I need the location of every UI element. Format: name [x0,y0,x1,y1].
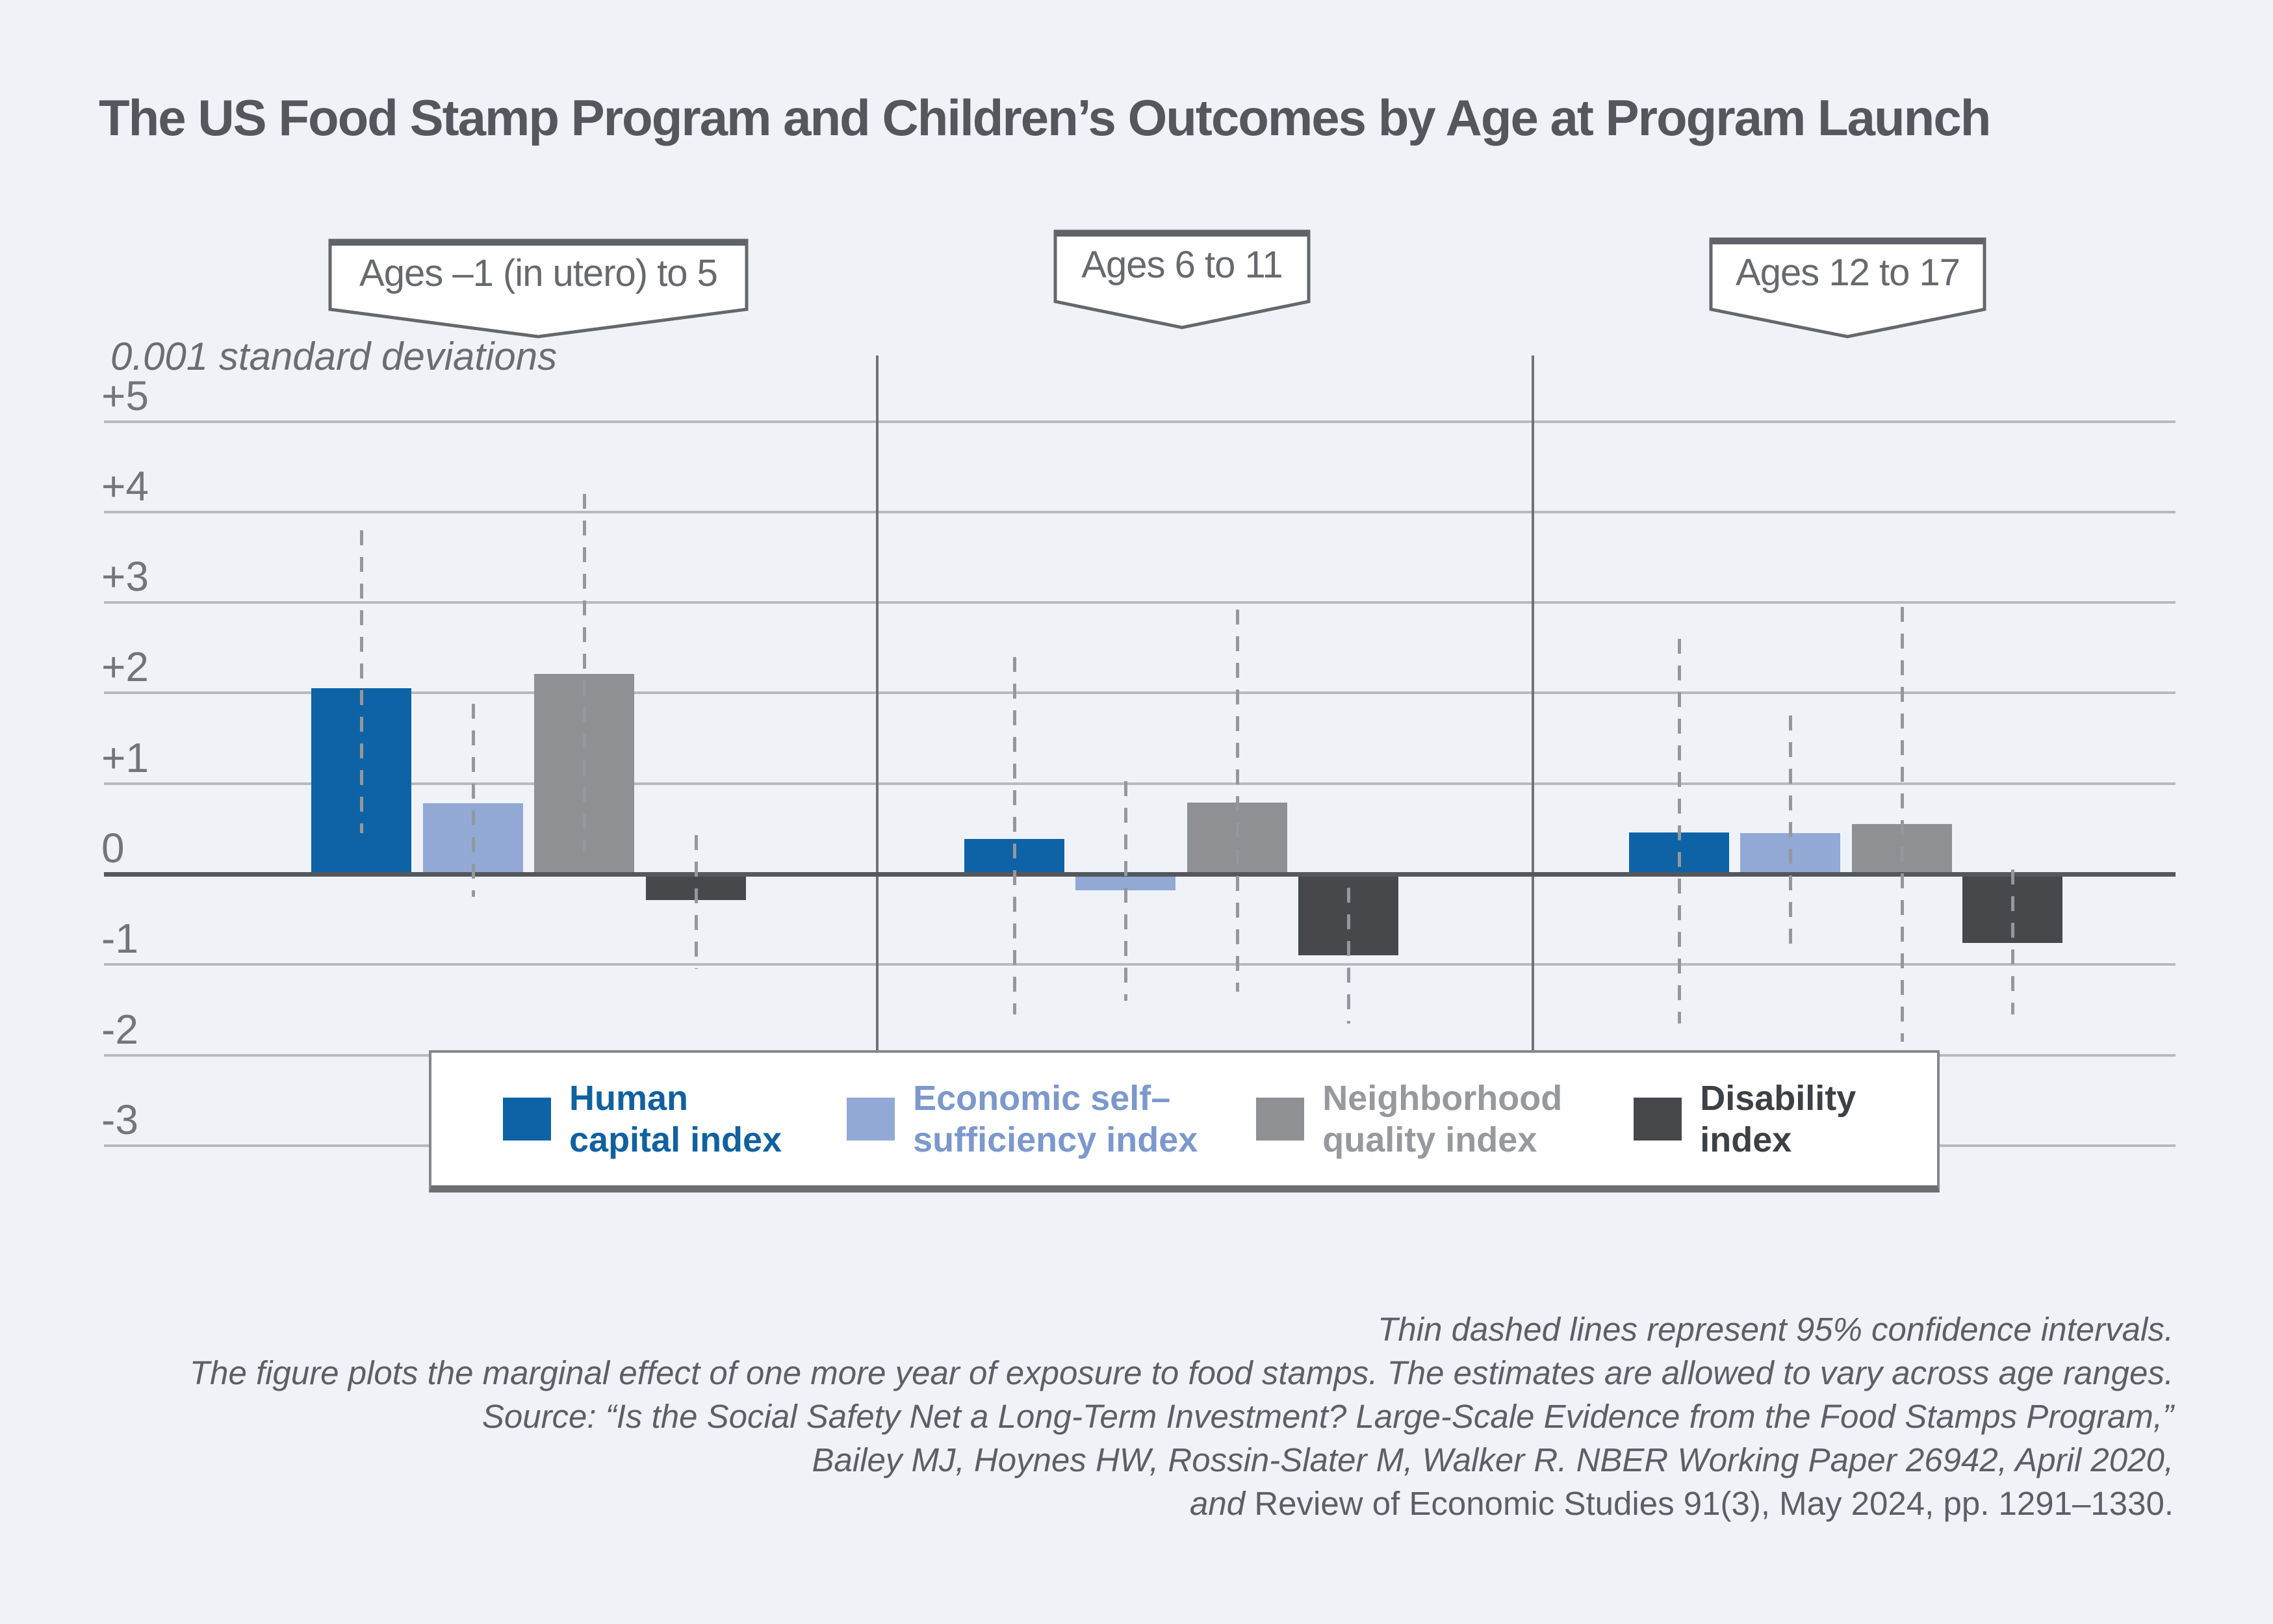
panel-label-text: Ages 12 to 17 [1736,251,1960,294]
confidence-interval [2010,870,2014,1014]
legend-label: Economic self– sufficiency index [913,1079,1198,1159]
panel-label-text: Ages –1 (in utero) to 5 [359,252,718,294]
y-tick-label: +3 [101,553,149,600]
legend-label: Human capital index [569,1079,782,1159]
gridline [104,782,2176,785]
banner-shape [1053,229,1311,329]
zero-line [104,872,2176,877]
confidence-interval [1346,887,1350,1024]
gridline [104,601,2176,604]
legend-swatch [503,1098,551,1141]
legend-label: Neighborhood quality index [1322,1079,1563,1159]
banner-shape [328,238,749,339]
confidence-interval [582,493,586,852]
confidence-interval [1235,610,1239,992]
panel-label-text: Ages 6 to 11 [1081,244,1283,286]
confidence-interval [1788,715,1792,951]
footnotes: Thin dashed lines represent 95% confiden… [94,1308,2174,1525]
y-axis-unit-label: 0.001 standard deviations [110,335,558,378]
y-tick-label: +5 [101,372,149,419]
legend-entry-human-capital-index: Human capital index [503,1077,782,1161]
footnote-line: Bailey MJ, Hoynes HW, Rossin-Slater M, W… [812,1441,2174,1478]
confidence-interval [1677,638,1681,1024]
panel-label-ages-6-to-11: Ages 6 to 11 [1053,228,1311,331]
confidence-interval [1012,656,1016,1014]
confidence-interval [694,835,698,970]
panel-label-ages--1-to-5: Ages –1 (in utero) to 5 [328,237,749,341]
legend-entry-neighborhood-quality-index: Neighborhood quality index [1256,1077,1562,1161]
gridline [104,963,2176,966]
footnote-line: Source: “Is the Social Safety Net a Long… [482,1398,2174,1435]
panel-label-ages-12-to-17: Ages 12 to 17 [1709,236,1986,340]
y-tick-label: -2 [101,1005,138,1053]
legend-entry-disability-index: Disability index [1634,1077,1856,1161]
confidence-interval [359,530,363,834]
legend-swatch [1634,1098,1682,1141]
legend-swatch [847,1098,895,1141]
confidence-interval [1124,780,1127,1001]
legend-swatch [1256,1098,1305,1141]
footnote-line: and Review of Economic Studies 91(3), Ma… [1190,1485,2174,1522]
panel-separator [876,355,879,1146]
panel-separator [1532,355,1534,1146]
legend-entry-economic-self-sufficiency-index: Economic self– sufficiency index [847,1077,1198,1161]
gridline [104,691,2176,695]
y-tick-label: +2 [101,643,149,691]
y-tick-label: 0 [101,825,125,871]
y-tick-label: -1 [101,915,138,962]
legend-label: Disability index [1700,1079,1856,1159]
gridline [104,510,2176,513]
footnote-line: The figure plots the marginal effect of … [189,1354,2174,1391]
confidence-interval [1900,607,1904,1042]
gridline [104,420,2176,423]
legend: Human capital index Economic self– sufficie… [429,1050,1940,1192]
y-tick-label: +1 [101,734,149,781]
y-tick-label: +4 [101,462,149,509]
footnote-line: Thin dashed lines represent 95% confiden… [1378,1311,2174,1348]
confidence-interval [471,704,475,897]
y-tick-label: -3 [101,1096,138,1143]
chart-title: The US Food Stamp Program and Children’s… [99,89,1991,146]
banner-shape [1709,237,1986,339]
